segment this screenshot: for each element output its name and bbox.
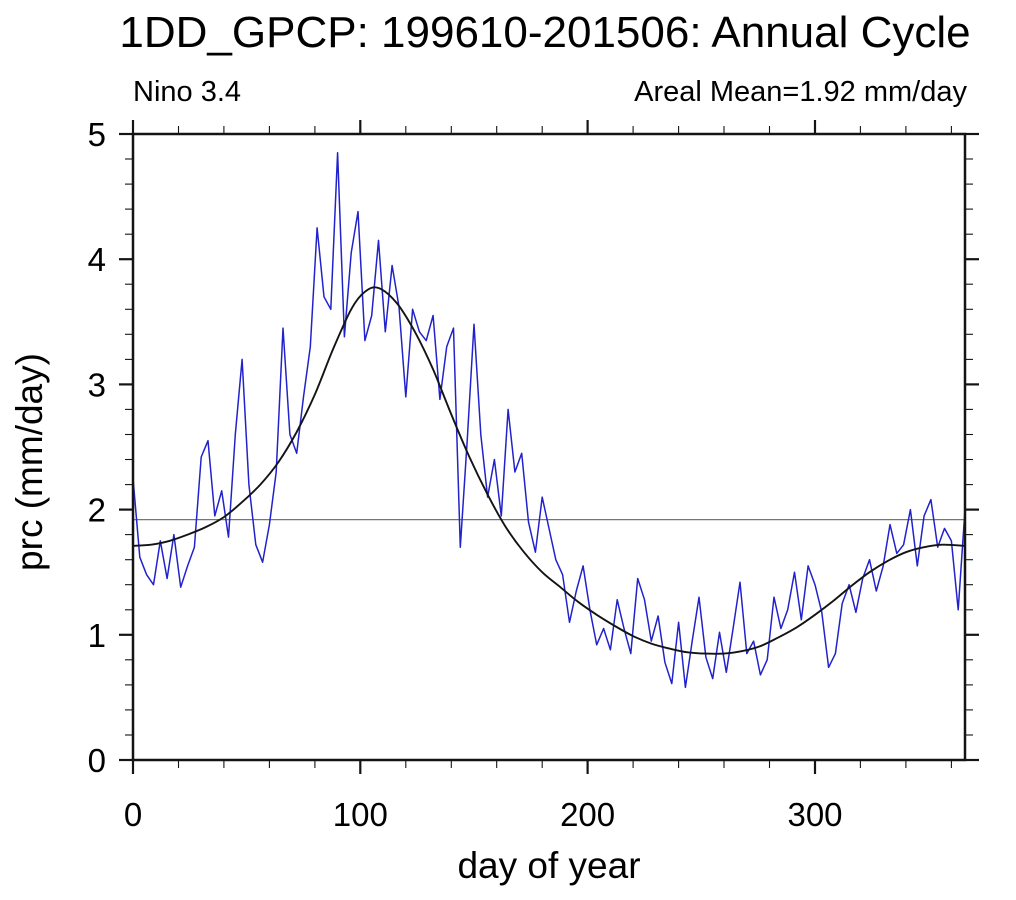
areal-mean-label: Areal Mean=1.92 mm/day xyxy=(634,76,967,108)
region-label: Nino 3.4 xyxy=(133,76,242,108)
y-tick-label: 5 xyxy=(88,116,106,153)
y-axis-title: prc (mm/day) xyxy=(9,353,50,571)
y-tick-label: 1 xyxy=(88,617,106,654)
y-tick-label: 0 xyxy=(88,742,106,779)
chart-title: 1DD_GPCP: 199610-201506: Annual Cycle xyxy=(119,8,971,57)
daily-climatology-line xyxy=(132,152,966,689)
y-tick-label: 4 xyxy=(88,241,106,278)
smoothed-annual-cycle-line xyxy=(132,286,966,655)
x-tick-label: 200 xyxy=(560,796,615,833)
plot-frame xyxy=(131,132,967,762)
y-tick-label: 2 xyxy=(88,492,106,529)
axis-ticks xyxy=(119,120,979,774)
x-tick-label: 0 xyxy=(124,796,142,833)
x-axis-title: day of year xyxy=(457,845,641,886)
x-tick-label: 300 xyxy=(787,796,842,833)
y-tick-label: 3 xyxy=(88,366,106,403)
tick-labels: 0 100 200 300 0 1 2 3 4 5 xyxy=(88,116,843,833)
x-tick-label: 100 xyxy=(333,796,388,833)
